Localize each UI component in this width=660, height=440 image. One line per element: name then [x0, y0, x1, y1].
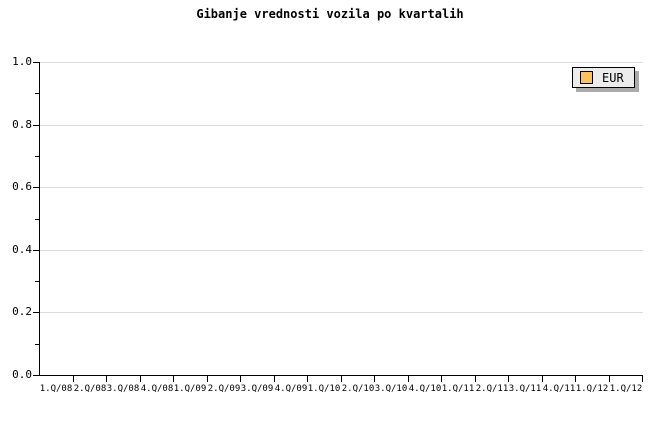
- y-minor-tick: [35, 281, 39, 282]
- x-tick: [475, 376, 476, 382]
- y-gridline: [40, 312, 643, 313]
- y-gridline: [40, 125, 643, 126]
- x-tick-label: 1.Q/10: [307, 384, 341, 394]
- y-tick-label: 0.8: [12, 118, 32, 131]
- y-gridline: [40, 187, 643, 188]
- x-tick-label: 4.Q/09: [274, 384, 308, 394]
- x-tick-label: 4.Q/08: [140, 384, 174, 394]
- y-tick-label: 0.4: [12, 243, 32, 256]
- x-tick-label: 1.Q/12: [609, 384, 643, 394]
- y-minor-tick: [35, 156, 39, 157]
- x-tick: [240, 376, 241, 382]
- x-tick-label: 4.Q/10: [408, 384, 442, 394]
- y-tick-label: 0.0: [12, 368, 32, 381]
- x-tick-label: 3.Q/08: [106, 384, 140, 394]
- y-tick: [33, 125, 39, 126]
- y-gridline: [40, 250, 643, 251]
- x-tick-label: 2.Q/10: [341, 384, 375, 394]
- plot-area: [39, 62, 643, 376]
- x-tick-label: 2.Q/11: [475, 384, 509, 394]
- legend-label: EUR: [602, 70, 624, 85]
- y-tick: [33, 312, 39, 313]
- y-gridline: [40, 62, 643, 63]
- y-tick: [33, 250, 39, 251]
- x-tick: [173, 376, 174, 382]
- x-tick: [140, 376, 141, 382]
- x-tick: [374, 376, 375, 382]
- y-tick-label: 0.6: [12, 180, 32, 193]
- x-tick-label: 3.Q/09: [240, 384, 274, 394]
- x-tick: [575, 376, 576, 382]
- legend: EUR: [572, 67, 635, 88]
- x-tick-label: 2.Q/08: [73, 384, 107, 394]
- y-tick-label: 1.0: [12, 55, 32, 68]
- y-minor-tick: [35, 344, 39, 345]
- x-tick-label: 3.Q/11: [508, 384, 542, 394]
- x-tick: [609, 376, 610, 382]
- y-tick: [33, 187, 39, 188]
- legend-swatch-eur: [580, 71, 593, 84]
- x-tick-label: 1.Q/08: [39, 384, 73, 394]
- x-tick: [341, 376, 342, 382]
- y-tick: [33, 62, 39, 63]
- x-tick: [274, 376, 275, 382]
- x-tick: [307, 376, 308, 382]
- y-tick-label: 0.2: [12, 305, 32, 318]
- y-minor-tick: [35, 93, 39, 94]
- x-tick: [441, 376, 442, 382]
- x-tick: [73, 376, 74, 382]
- x-tick-label: 1.Q/09: [173, 384, 207, 394]
- x-tick: [542, 376, 543, 382]
- chart-title: Gibanje vrednosti vozila po kvartalih: [196, 7, 464, 21]
- x-tick: [207, 376, 208, 382]
- y-tick: [33, 375, 39, 376]
- x-tick: [408, 376, 409, 382]
- x-tick-label: 1.Q/12: [575, 384, 609, 394]
- x-tick-label: 1.Q/11: [441, 384, 475, 394]
- x-tick: [508, 376, 509, 382]
- x-tick: [642, 376, 643, 382]
- x-tick-label: 3.Q/10: [374, 384, 408, 394]
- x-tick-label: 4.Q/11: [542, 384, 576, 394]
- x-tick: [106, 376, 107, 382]
- y-minor-tick: [35, 219, 39, 220]
- x-tick-label: 2.Q/09: [207, 384, 241, 394]
